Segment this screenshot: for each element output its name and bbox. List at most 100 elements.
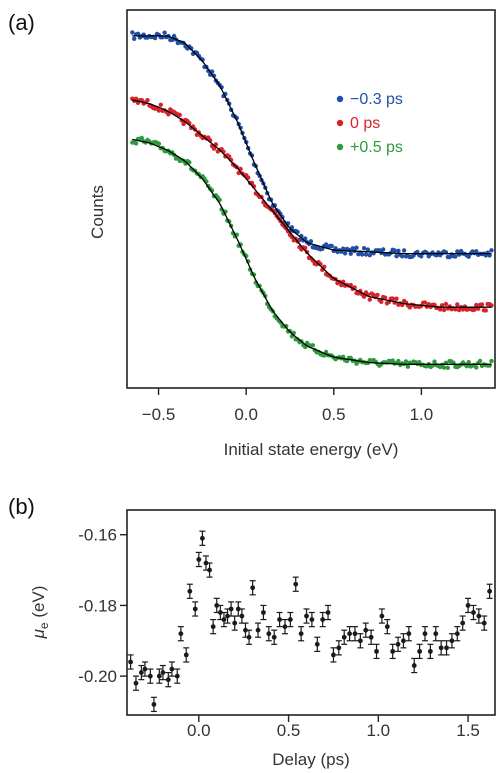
data-point (362, 622, 369, 638)
series-2-fit-line (132, 138, 492, 365)
panel-b-x-tick-label: 1.0 (366, 721, 390, 740)
panel-b-x-ticks: 0.0 0.5 1.0 1.5 (187, 715, 480, 740)
panel-a-x-tick-label: 1.0 (410, 405, 434, 424)
series-0-point (354, 245, 359, 250)
series-1-fit-line (132, 99, 492, 308)
data-point (174, 668, 181, 684)
data-point (335, 640, 342, 656)
data-point (159, 664, 166, 681)
series-1-point (441, 307, 447, 313)
data-point (141, 661, 148, 677)
data-point (454, 626, 461, 642)
series-1-point (177, 112, 182, 118)
panel-a-x-axis-label: Initial state energy (eV) (224, 440, 399, 459)
panel-b-label: (b) (8, 494, 35, 519)
data-point (351, 626, 358, 642)
series-1-point (422, 300, 428, 305)
data-point (183, 647, 190, 663)
panel-b-mu-chart: (b) 0.0 0.5 1.0 1.5 -0.20 -0.18 -0.16 Delay (… (8, 494, 496, 769)
panel-a-legend: −0.3 ps 0 ps +0.5 ps (336, 91, 403, 156)
series-0-fit-line (132, 35, 492, 255)
panel-b-x-tick-label: 0.0 (187, 721, 211, 740)
data-point (384, 618, 391, 635)
data-point (378, 608, 385, 624)
series-0-point (360, 252, 365, 257)
data-point (276, 611, 283, 628)
legend-entry-label: +0.5 ps (350, 139, 403, 156)
series-2-group (130, 135, 494, 370)
series-1-point (483, 308, 488, 313)
series-0-point (162, 30, 167, 35)
series-1-point (390, 296, 395, 301)
panel-b-x-tick-label: 1.5 (456, 721, 480, 740)
series-0-point (474, 249, 479, 254)
series-1-point (479, 302, 485, 307)
series-0-point (466, 254, 471, 259)
data-point (427, 643, 434, 660)
series-0-point (152, 35, 158, 41)
series-0-group (130, 30, 494, 260)
series-0-point (308, 239, 314, 244)
series-2-point (466, 359, 471, 365)
data-point (127, 654, 134, 670)
data-point (395, 636, 402, 652)
data-point (206, 562, 213, 578)
panel-a-y-axis-label: Counts (88, 185, 107, 239)
data-point (195, 551, 202, 568)
series-2-point (322, 353, 327, 358)
series-2-point (403, 359, 409, 364)
series-2-point (441, 365, 447, 370)
series-0-point (135, 31, 141, 36)
series-1-point (474, 302, 479, 308)
data-point (156, 668, 163, 684)
series-2-point (133, 141, 139, 146)
legend-entry-label: −0.3 ps (350, 91, 403, 108)
series-0-point (132, 36, 137, 41)
panel-b-marks (127, 530, 493, 713)
data-point (165, 671, 172, 688)
series-0-point (401, 248, 407, 253)
data-point (475, 608, 482, 624)
panel-a-x-ticks: −0.5 0.0 0.5 1.0 (142, 388, 433, 424)
data-point (138, 664, 145, 681)
data-point (341, 629, 348, 645)
data-point (246, 629, 253, 645)
data-point (373, 643, 380, 660)
data-point (411, 657, 418, 674)
data-point (357, 633, 364, 649)
series-2-point (405, 364, 411, 369)
series-1-point (439, 303, 445, 308)
panel-b-y-axis-unit: (eV) (29, 586, 48, 623)
series-0-point (489, 248, 494, 253)
series-0-point (453, 254, 458, 259)
data-point (416, 643, 423, 660)
series-1-point (438, 307, 443, 312)
series-1-point (181, 121, 186, 127)
series-0-point (361, 246, 367, 251)
series-1-point (455, 302, 460, 307)
series-1-point (394, 296, 399, 301)
series-1-point (375, 292, 380, 298)
data-point (228, 601, 235, 617)
data-point (325, 604, 332, 621)
series-1-point (453, 307, 458, 312)
data-point (231, 615, 238, 631)
data-point (421, 626, 428, 642)
panel-b-y-tick-label: -0.16 (78, 526, 117, 545)
panel-b-y-ticks: -0.20 -0.18 -0.16 (78, 526, 127, 686)
series-0-point (348, 251, 353, 256)
series-1-point (145, 98, 150, 103)
panel-b-y-axis-symbol: μ (29, 628, 48, 639)
data-point (400, 633, 407, 649)
series-1-point (379, 299, 384, 304)
data-point (292, 576, 299, 592)
data-point (177, 626, 184, 642)
data-point (298, 626, 305, 642)
panel-a-x-tick-label: −0.5 (142, 405, 176, 424)
data-point (192, 601, 199, 617)
data-point (242, 622, 249, 638)
series-0-point (365, 247, 371, 252)
series-1-point (166, 112, 171, 117)
panel-a-marks (130, 30, 494, 370)
data-point (260, 604, 267, 621)
